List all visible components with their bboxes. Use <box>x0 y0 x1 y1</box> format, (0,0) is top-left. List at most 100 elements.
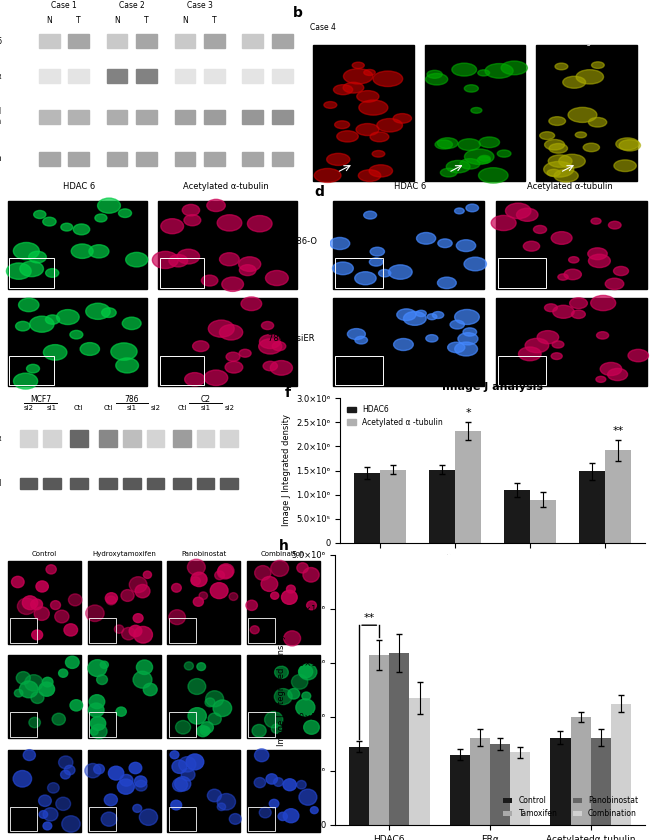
Bar <box>247 561 320 644</box>
Circle shape <box>284 631 300 646</box>
Bar <box>204 109 225 123</box>
Bar <box>159 298 297 386</box>
Bar <box>313 45 414 181</box>
Circle shape <box>614 266 629 276</box>
Bar <box>497 298 647 386</box>
Text: si2: si2 <box>150 405 161 411</box>
Circle shape <box>139 809 157 826</box>
Circle shape <box>369 258 383 266</box>
Circle shape <box>25 675 43 691</box>
Bar <box>159 201 297 289</box>
Circle shape <box>225 361 242 373</box>
Circle shape <box>101 812 117 827</box>
Circle shape <box>14 243 39 260</box>
Circle shape <box>100 661 109 669</box>
Circle shape <box>207 199 226 212</box>
Circle shape <box>229 814 241 824</box>
Circle shape <box>52 713 66 725</box>
Circle shape <box>372 150 385 157</box>
Circle shape <box>588 255 610 268</box>
Circle shape <box>452 63 476 76</box>
Bar <box>247 655 320 738</box>
Circle shape <box>369 165 393 177</box>
Bar <box>39 109 60 123</box>
Legend: HDAC6, Acetylated α -tubulin: HDAC6, Acetylated α -tubulin <box>344 402 446 430</box>
Circle shape <box>597 332 608 339</box>
Circle shape <box>217 215 242 231</box>
Circle shape <box>191 572 207 586</box>
Bar <box>107 69 127 83</box>
Circle shape <box>22 596 38 610</box>
Text: si1: si1 <box>201 405 211 411</box>
Circle shape <box>239 265 256 276</box>
Circle shape <box>43 218 56 226</box>
Circle shape <box>135 780 147 791</box>
Text: HDAC 6: HDAC 6 <box>62 182 95 192</box>
Bar <box>107 109 127 123</box>
Circle shape <box>90 717 106 730</box>
Circle shape <box>30 316 54 333</box>
Bar <box>175 151 195 165</box>
Circle shape <box>188 679 206 695</box>
Bar <box>470 738 490 825</box>
Circle shape <box>272 342 286 351</box>
Bar <box>335 356 383 385</box>
Bar <box>242 69 263 83</box>
Circle shape <box>229 593 238 601</box>
Circle shape <box>72 244 93 259</box>
Circle shape <box>343 69 373 84</box>
Circle shape <box>171 801 181 810</box>
Circle shape <box>104 794 118 806</box>
Bar <box>10 712 37 737</box>
Circle shape <box>133 614 143 622</box>
Circle shape <box>118 209 131 218</box>
Bar <box>272 34 292 48</box>
Circle shape <box>12 576 24 588</box>
Circle shape <box>105 593 118 604</box>
Bar <box>8 201 147 289</box>
Circle shape <box>591 296 616 311</box>
Circle shape <box>558 274 568 281</box>
Circle shape <box>86 303 110 319</box>
Circle shape <box>70 700 83 711</box>
Circle shape <box>534 225 547 234</box>
Bar <box>169 712 196 737</box>
Circle shape <box>281 591 297 604</box>
Circle shape <box>303 568 319 582</box>
Text: h: h <box>280 538 289 553</box>
Circle shape <box>205 698 215 706</box>
Circle shape <box>20 261 44 276</box>
Bar <box>333 298 484 386</box>
Circle shape <box>47 783 59 793</box>
Bar <box>167 655 240 738</box>
Bar <box>8 561 81 644</box>
Circle shape <box>46 564 57 574</box>
Circle shape <box>575 132 586 138</box>
Bar <box>147 478 164 489</box>
Bar <box>20 430 38 447</box>
Text: C2H6: C2H6 <box>478 598 507 608</box>
Bar <box>68 69 89 83</box>
Circle shape <box>201 722 213 733</box>
Bar <box>8 298 147 386</box>
Circle shape <box>525 339 549 353</box>
Circle shape <box>437 277 456 289</box>
Circle shape <box>172 584 181 592</box>
Circle shape <box>616 138 639 150</box>
Bar <box>410 698 430 825</box>
Circle shape <box>210 583 228 599</box>
Circle shape <box>172 760 187 774</box>
Circle shape <box>271 724 281 733</box>
Bar <box>20 478 38 489</box>
Circle shape <box>396 309 416 321</box>
Circle shape <box>255 565 271 580</box>
Circle shape <box>114 625 124 633</box>
Circle shape <box>122 627 135 640</box>
Circle shape <box>314 169 341 182</box>
Circle shape <box>185 662 194 670</box>
Text: b: b <box>293 6 303 20</box>
Text: Merged: Merged <box>573 37 601 45</box>
Bar <box>242 34 263 48</box>
Circle shape <box>576 70 604 84</box>
Bar <box>333 201 484 289</box>
